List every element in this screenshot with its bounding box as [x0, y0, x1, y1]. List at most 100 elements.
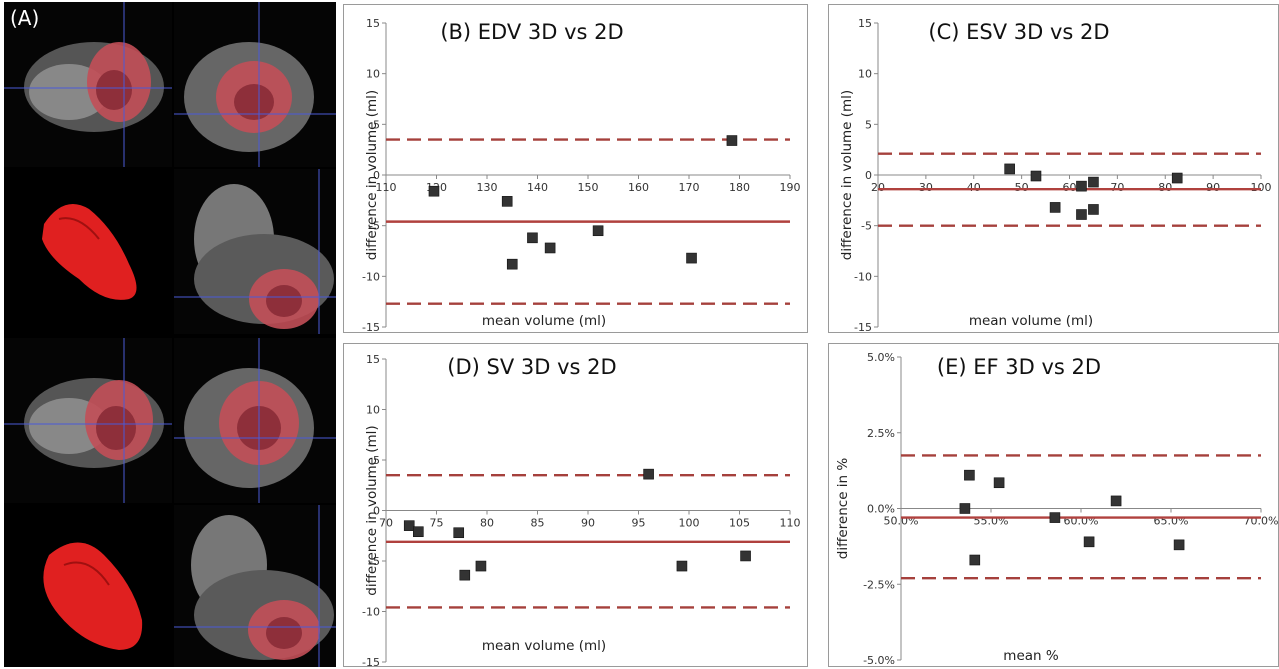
data-point	[501, 196, 513, 207]
mri-coronal-view-bottom	[174, 505, 336, 667]
y-tick-label: -15	[362, 656, 380, 666]
data-point	[1083, 536, 1095, 548]
data-point	[676, 560, 688, 572]
x-axis-title: mean volume (ml)	[482, 638, 606, 654]
y-tick-label: -2.5%	[863, 578, 895, 591]
x-tick-label: 95	[632, 517, 646, 530]
x-tick-label: 100	[1251, 181, 1272, 194]
chart-title: (E) EF 3D vs 2D	[937, 355, 1101, 379]
y-tick-label: 10	[366, 404, 380, 417]
y-tick-label: 0	[865, 169, 872, 182]
y-tick-label: -5	[369, 555, 380, 568]
y-tick-label: 15	[366, 17, 380, 30]
data-point	[969, 554, 981, 566]
x-tick-label: 130	[477, 181, 498, 194]
data-point	[1049, 512, 1061, 523]
data-point	[592, 225, 604, 237]
chart-esv: 15 10 5 0 -5 -10 -15 20 30 40 50 60 70 80 90 100 (C) ESV…	[828, 4, 1279, 333]
x-tick-label: 180	[729, 181, 750, 194]
chart-sv: 15 10 5 0 -5 -10 -15 70 75 80 85 90 95 100 105 110 (D) S…	[343, 343, 808, 667]
x-tick-label: 90	[1206, 181, 1220, 194]
y-tick-label: 0.0%	[867, 503, 895, 516]
data-point	[964, 469, 975, 481]
y-tick-label: 15	[366, 353, 380, 366]
chart-edv: 151050-5-10-1511012013014015016017018019…	[343, 4, 808, 333]
x-axis-title: mean volume (ml)	[969, 313, 1093, 329]
y-tick-label: -10	[854, 270, 872, 283]
y-tick-label: 10	[366, 68, 380, 81]
data-point	[726, 135, 738, 146]
y-axis-title: difference in volume (ml)	[839, 90, 855, 260]
x-tick-label: 100	[679, 517, 700, 530]
data-point	[993, 477, 1005, 489]
chart-title: (C) ESV 3D vs 2D	[928, 20, 1109, 44]
heart-3d-model-bottom	[4, 505, 172, 667]
data-point	[413, 526, 424, 538]
y-tick-label: 2.5%	[867, 427, 895, 440]
x-tick-label: 85	[531, 517, 545, 530]
x-tick-label: 50	[1015, 181, 1029, 194]
chart-title: (B) EDV 3D vs 2D	[440, 20, 623, 44]
data-point	[1076, 209, 1087, 220]
y-tick-label: 5	[373, 454, 380, 467]
x-tick-label: 105	[729, 517, 750, 530]
data-point	[1076, 180, 1087, 192]
y-axis-title: difference in %	[835, 458, 851, 560]
y-tick-label: -10	[362, 606, 380, 619]
panel-a-label: (A)	[10, 6, 40, 30]
data-point	[428, 185, 440, 197]
chart-svg: 151050-5-10-1511012013014015016017018019…	[362, 17, 801, 332]
x-tick-label: 80	[480, 517, 494, 530]
y-axis-title: difference in volume (ml)	[364, 425, 380, 595]
x-tick-label: 90	[581, 517, 595, 530]
x-tick-label: 190	[780, 181, 801, 194]
y-axis-title: difference in volume (ml)	[364, 90, 380, 260]
data-point	[686, 252, 697, 264]
data-point	[1004, 163, 1015, 175]
heart-3d-model-top	[4, 169, 172, 334]
y-tick-label: -5	[861, 220, 872, 233]
y-tick-label: 5	[373, 118, 380, 131]
data-point	[959, 503, 971, 514]
data-point	[740, 550, 751, 562]
x-tick-label: 110	[780, 517, 801, 530]
x-tick-label: 20	[871, 181, 885, 194]
data-point	[506, 258, 518, 270]
data-point	[1110, 495, 1122, 507]
x-tick-label: 150	[578, 181, 599, 194]
y-tick-label: 15	[858, 17, 872, 30]
data-point	[1171, 172, 1183, 184]
data-point	[643, 468, 654, 480]
mri-coronal-view-top	[174, 169, 336, 334]
x-tick-label: 70	[379, 517, 393, 530]
chart-ef: 5.0% 2.5% 0.0% -2.5% -5.0% 50.0% 55.0% 60.0% 65.…	[828, 343, 1279, 667]
data-point	[1088, 204, 1099, 215]
chart-title: (D) SV 3D vs 2D	[447, 355, 616, 379]
x-tick-label: 40	[967, 181, 981, 194]
x-tick-label: 140	[527, 181, 548, 194]
x-axis-title: mean %	[1003, 648, 1059, 664]
y-tick-label: 5	[865, 118, 872, 131]
data-point	[527, 232, 538, 244]
x-axis-title: mean volume (ml)	[482, 313, 606, 329]
mri-axial-view-bottom	[4, 338, 172, 503]
data-point	[453, 527, 465, 539]
x-tick-label: 60	[1063, 181, 1077, 194]
y-tick-label: -5.0%	[863, 654, 895, 666]
data-point	[403, 520, 415, 531]
mri-axial-view-top	[4, 2, 172, 167]
x-tick-label: 170	[679, 181, 700, 194]
data-point	[1049, 202, 1061, 213]
mri-sagittal-view-top	[174, 2, 336, 167]
mri-sagittal-view-bottom	[174, 338, 336, 503]
x-tick-label: 110	[376, 181, 397, 194]
data-point	[459, 569, 471, 581]
y-tick-label: 0	[373, 505, 380, 518]
x-tick-label: 75	[430, 517, 444, 530]
mri-panel: (A)	[4, 2, 336, 667]
y-tick-label: -5	[369, 220, 380, 233]
data-point	[544, 242, 556, 254]
chart-svg: 5.0%2.5%0.0%-2.5%-5.0%50.0% 55.0% 60.0% 65.…	[835, 351, 1278, 666]
